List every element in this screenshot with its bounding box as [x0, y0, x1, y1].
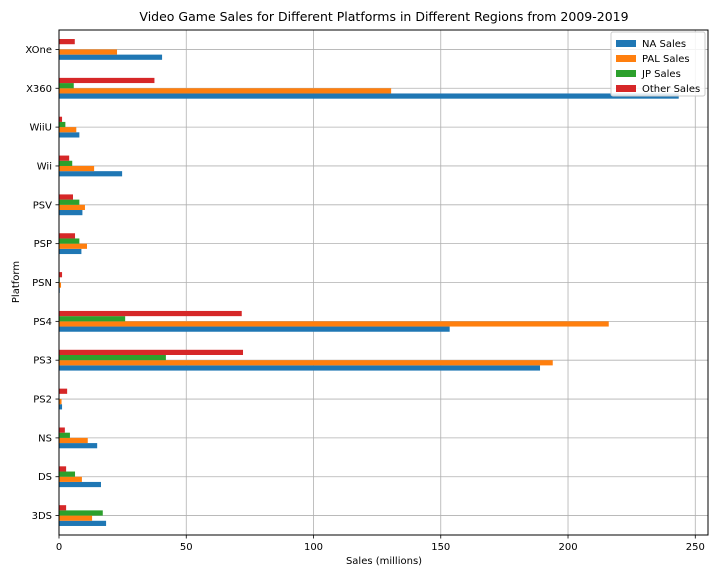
bar: [59, 354, 166, 361]
y-tick-label: 3DS: [32, 511, 52, 522]
bar: [59, 365, 541, 371]
bar: [59, 360, 553, 366]
bar: [59, 199, 80, 205]
bar: [59, 165, 95, 172]
bar: [59, 443, 98, 449]
x-axis-label: Sales (millions): [346, 556, 422, 567]
legend: NA Sales PAL Sales JP Sales Other Sales: [610, 31, 706, 97]
bar: [59, 243, 87, 249]
x-tick-label: 200: [558, 542, 577, 553]
bar: [59, 49, 118, 55]
bar: [59, 210, 83, 216]
y-tick-label: Wii: [37, 161, 52, 172]
legend-swatch: [616, 85, 636, 92]
legend-box: [610, 31, 706, 97]
y-tick-label: PS3: [33, 356, 52, 367]
y-tick-label: NS: [38, 433, 52, 444]
x-tick-label: 150: [431, 542, 450, 553]
bar: [59, 437, 88, 444]
bar: [59, 388, 68, 394]
bar: [59, 39, 75, 45]
bar: [59, 77, 155, 84]
bar: [59, 510, 103, 516]
bar: [59, 427, 65, 433]
bar: [59, 194, 73, 200]
bar: [59, 326, 450, 332]
y-axis-ticks: 3DS DS NS PS2 PS3 PS4 PSN PSP PSV Wii WiiU X360 XOne: [25, 45, 59, 522]
bar: [59, 404, 63, 410]
bar: [59, 310, 242, 317]
legend-swatch: [616, 55, 636, 62]
bar: [59, 399, 62, 405]
legend-label: Other Sales: [642, 84, 700, 95]
bar: [59, 155, 70, 161]
y-axis-label: Platform: [11, 261, 22, 303]
bar: [59, 515, 93, 521]
bar: [59, 282, 62, 288]
legend-label: NA Sales: [642, 39, 686, 50]
bar: [59, 54, 163, 60]
bar: [59, 83, 74, 89]
bar: [59, 481, 101, 488]
bar: [59, 316, 126, 322]
x-axis-ticks: 0 50 100 150 200 250: [56, 535, 705, 553]
bar: [59, 121, 66, 128]
bar: [59, 432, 70, 438]
bar: [59, 476, 82, 482]
bar: [59, 321, 609, 327]
y-tick-label: PSN: [32, 278, 52, 289]
bar: [59, 204, 85, 211]
bar: [59, 88, 392, 94]
chart-title: Video Game Sales for Different Platforms…: [139, 9, 628, 24]
y-tick-label: DS: [38, 472, 52, 483]
x-tick-label: 50: [180, 542, 193, 553]
x-tick-label: 250: [686, 542, 705, 553]
bars: [59, 39, 679, 526]
bar: [59, 272, 63, 278]
bar: [59, 233, 76, 239]
y-tick-label: WiiU: [29, 123, 52, 134]
bar: [59, 171, 123, 177]
bar: [59, 93, 679, 99]
bar: [59, 238, 80, 244]
y-tick-label: PSP: [34, 239, 52, 250]
bar: [59, 132, 80, 138]
bar: [59, 116, 63, 122]
legend-label: JP Sales: [641, 69, 681, 80]
bar: [59, 349, 244, 355]
bar: [59, 160, 73, 166]
y-tick-label: X360: [26, 84, 52, 95]
grid-lines: [58, 30, 708, 535]
legend-swatch: [616, 40, 636, 47]
bar: [59, 466, 67, 472]
bar: [59, 248, 82, 255]
bar: [59, 505, 67, 511]
y-tick-label: XOne: [25, 45, 52, 56]
bar: [59, 127, 77, 133]
x-tick-label: 0: [56, 542, 62, 553]
x-tick-label: 100: [304, 542, 323, 553]
bar: [59, 471, 76, 477]
bar: [59, 520, 107, 526]
legend-swatch: [616, 70, 636, 77]
y-tick-label: PS2: [33, 395, 52, 406]
y-tick-label: PSV: [33, 200, 52, 211]
legend-label: PAL Sales: [642, 54, 690, 65]
y-tick-label: PS4: [33, 317, 52, 328]
